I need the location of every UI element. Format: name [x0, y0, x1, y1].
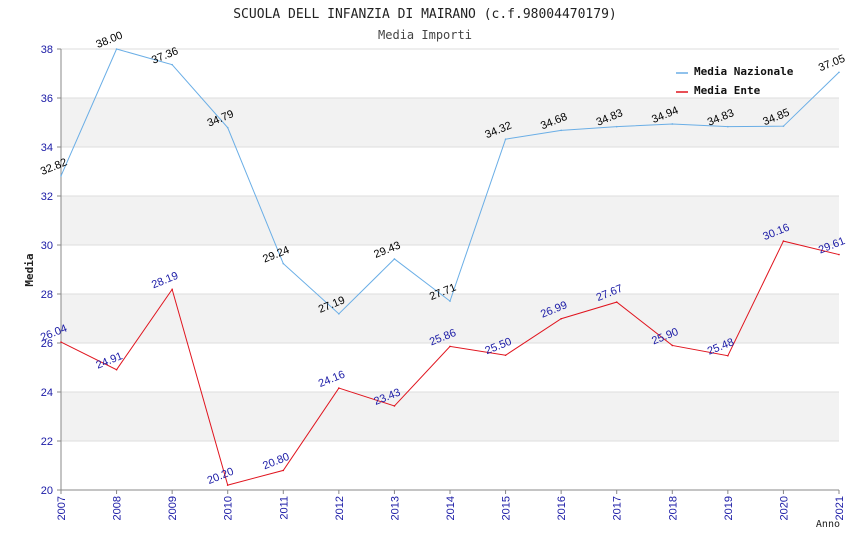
x-axis-ticks: 2007 2008 2009 2010 2011 2012 2013 2014 2015 2016… [56, 490, 846, 520]
grid-band [61, 392, 839, 441]
x-tick-label: 2009 [167, 496, 179, 520]
data-point [615, 125, 618, 128]
data-point [393, 258, 396, 260]
data-point [782, 240, 785, 242]
data-point [60, 175, 62, 177]
data-point [171, 288, 173, 291]
y-tick-label: 22 [41, 436, 53, 448]
data-point [393, 405, 396, 407]
x-tick-label: 2021 [834, 496, 846, 520]
data-point [449, 345, 451, 348]
data-point [838, 253, 840, 256]
x-tick-label: 2010 [223, 496, 235, 520]
data-point [504, 138, 507, 140]
grid-band [61, 343, 839, 392]
data-point [282, 469, 285, 472]
data-point [615, 301, 618, 303]
legend-label-media-nazionale: Media Nazionale [694, 65, 794, 78]
data-point [727, 125, 729, 128]
data-point [671, 123, 674, 125]
data-point [226, 126, 229, 129]
x-tick-label: 2008 [112, 496, 124, 520]
grid-bands [61, 48, 839, 491]
y-tick-label: 30 [41, 240, 53, 252]
x-axis-label: Anno [816, 519, 840, 530]
y-tick-label: 36 [41, 93, 53, 105]
data-point [782, 125, 785, 127]
grid-band [61, 49, 839, 98]
x-tick-label: 2016 [556, 496, 568, 520]
y-tick-label: 34 [41, 142, 53, 154]
data-point [504, 354, 507, 357]
data-point [60, 341, 62, 343]
data-label: 38.00 [94, 29, 124, 50]
data-point [338, 313, 340, 315]
y-tick-label: 32 [41, 191, 53, 203]
x-tick-label: 2019 [723, 496, 735, 520]
chart-subtitle: Media Importi [378, 28, 472, 42]
grid-band [61, 196, 839, 245]
data-point [115, 48, 118, 50]
y-tick-label: 28 [41, 289, 53, 301]
data-point [560, 129, 562, 132]
x-tick-label: 2012 [334, 496, 346, 520]
x-tick-label: 2018 [667, 496, 679, 520]
data-point [838, 71, 840, 74]
grid-band [61, 245, 839, 294]
data-point [560, 317, 562, 320]
x-tick-label: 2015 [501, 496, 513, 520]
grid-band [61, 98, 839, 147]
data-point [338, 387, 340, 389]
data-point [727, 354, 729, 357]
chart-title: SCUOLA DELL INFANZIA DI MAIRANO (c.f.980… [233, 7, 617, 22]
y-axis-ticks: 20 22 24 26 28 30 32 34 36 38 [41, 44, 61, 497]
legend-label-media-ente: Media Ente [694, 84, 761, 97]
x-tick-label: 2017 [612, 496, 624, 520]
y-tick-label: 24 [41, 387, 53, 399]
x-tick-label: 2014 [445, 496, 457, 520]
y-tick-label: 20 [41, 485, 53, 497]
data-point [282, 262, 285, 265]
legend: Media Nazionale Media Ente [676, 65, 794, 97]
x-tick-label: 2013 [389, 496, 401, 520]
grid-band [61, 294, 839, 343]
data-point [449, 300, 451, 302]
y-axis-label: Media [23, 253, 36, 286]
data-point [115, 368, 118, 371]
data-point [171, 63, 173, 66]
x-tick-label: 2007 [56, 496, 68, 520]
x-tick-label: 2020 [778, 496, 790, 520]
grid-band [61, 147, 839, 196]
x-tick-label: 2011 [278, 496, 290, 520]
data-point [671, 344, 674, 347]
data-point [226, 484, 229, 486]
y-tick-label: 38 [41, 44, 53, 56]
grid-band [61, 441, 839, 490]
y-tick-label: 26 [41, 338, 53, 350]
